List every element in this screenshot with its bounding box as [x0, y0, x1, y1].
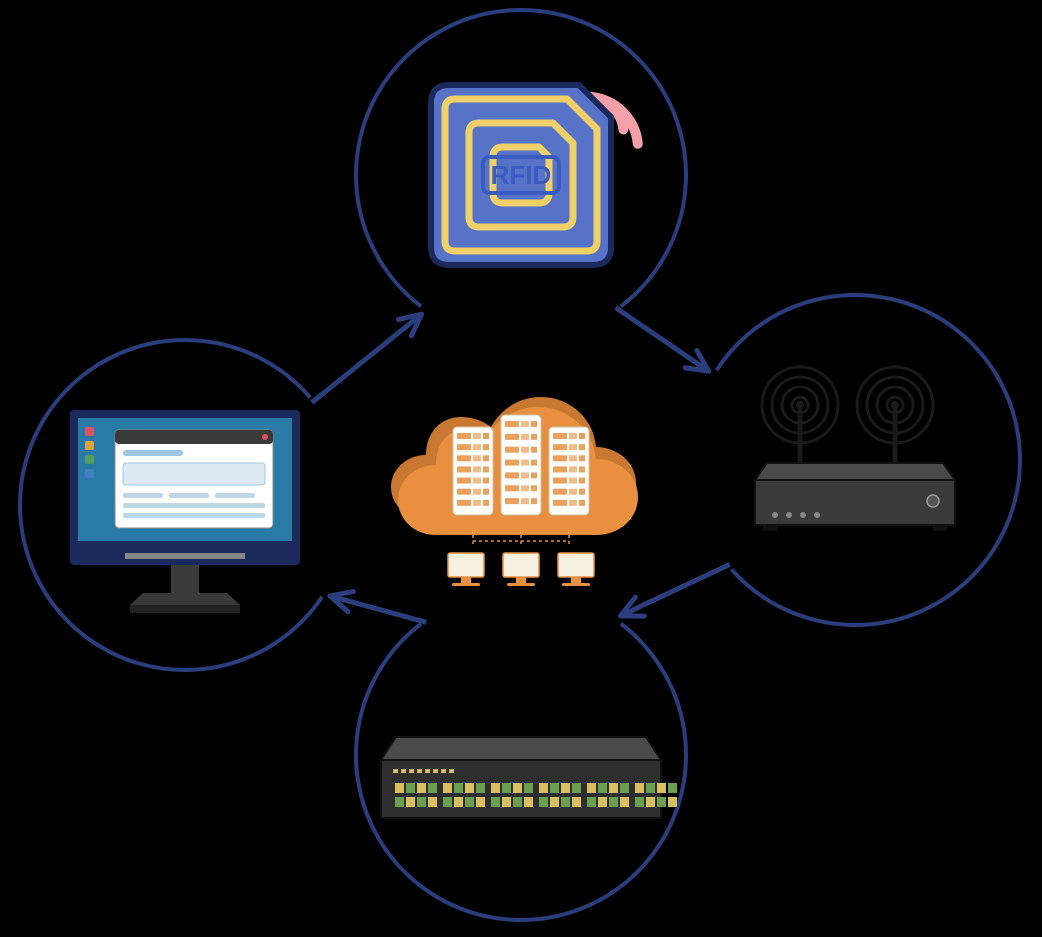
rfid-label: RFID — [491, 160, 552, 190]
switch-icon — [381, 737, 677, 818]
network-diagram: RFID — [0, 0, 1042, 937]
rfid-icon: RFID — [431, 85, 638, 265]
